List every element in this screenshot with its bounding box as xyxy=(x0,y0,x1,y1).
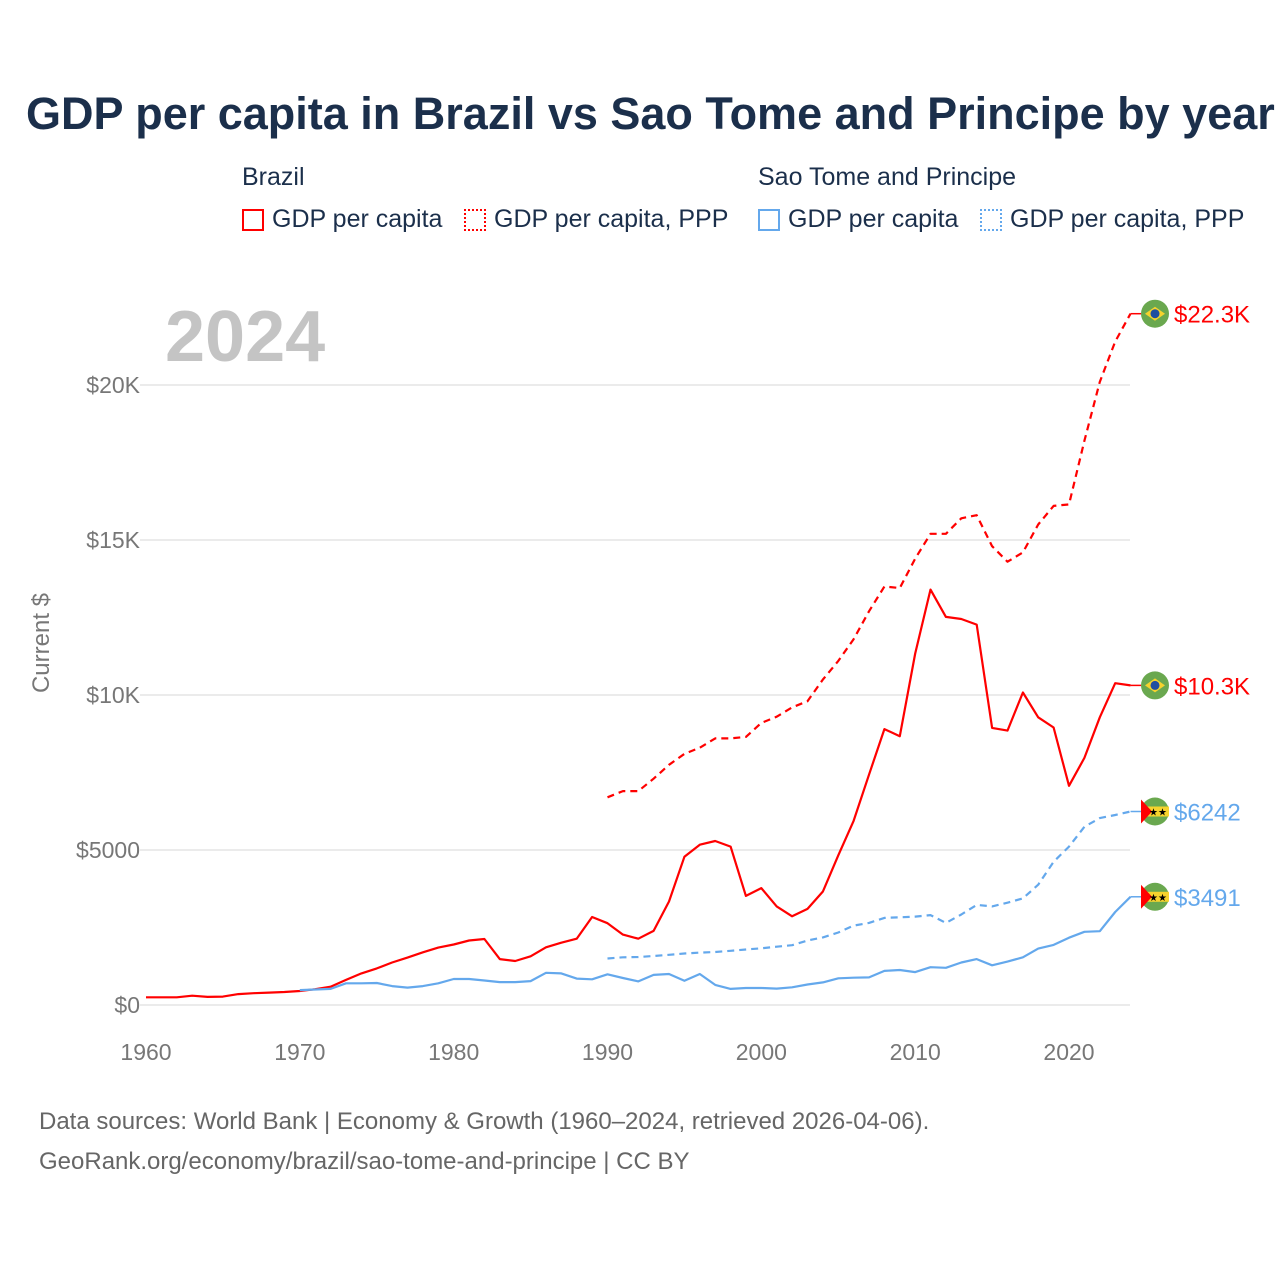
year-watermark: 2024 xyxy=(165,297,326,377)
legend-swatch-dotted-blue xyxy=(980,208,1002,231)
x-tick-label: 2010 xyxy=(890,1039,941,1065)
legend-label: GDP per capita, PPP xyxy=(1010,205,1245,233)
y-tick-label: $5000 xyxy=(76,837,140,863)
legend-stp-gdp[interactable]: GDP per capita xyxy=(758,205,958,234)
x-tick-label: 1990 xyxy=(582,1039,633,1065)
x-tick-label: 2000 xyxy=(736,1039,787,1065)
stp-flag-band xyxy=(1141,806,1169,817)
stp-flag-stars: ★★ xyxy=(1149,893,1167,904)
x-tick-label: 1970 xyxy=(274,1039,325,1065)
x-tick-label: 1960 xyxy=(120,1039,171,1065)
source-line-2: GeoRank.org/economy/brazil/sao-tome-and-… xyxy=(39,1148,690,1175)
chart-title: GDP per capita in Brazil vs Sao Tome and… xyxy=(26,88,1275,139)
legend-label: GDP per capita xyxy=(272,205,443,233)
y-tick-label: $20K xyxy=(86,372,140,398)
stp-flag-triangle xyxy=(1141,799,1152,824)
y-tick-label: $10K xyxy=(86,682,140,708)
legend-label: GDP per capita, PPP xyxy=(494,205,729,233)
brazil-flag-globe xyxy=(1150,680,1160,690)
x-tick-label: 2020 xyxy=(1043,1039,1094,1065)
stp-flag-triangle xyxy=(1141,884,1152,909)
legend-brazil-ppp[interactable]: GDP per capita, PPP xyxy=(464,205,728,234)
legend-group-stp: Sao Tome and Principe xyxy=(758,163,1017,191)
legend-swatch-dotted-red xyxy=(464,208,486,231)
end-value-label: $22.3K xyxy=(1174,302,1250,329)
y-tick-label: $0 xyxy=(114,992,140,1018)
legend-label: GDP per capita xyxy=(788,205,959,233)
legend-stp-ppp[interactable]: GDP per capita, PPP xyxy=(980,205,1244,234)
legend-swatch-solid-blue xyxy=(758,208,780,231)
source-line-1: Data sources: World Bank | Economy & Gro… xyxy=(39,1108,930,1135)
series-line-brazil-ppp xyxy=(607,313,1132,799)
x-tick-label: 1980 xyxy=(428,1039,479,1065)
stp-flag-stars: ★★ xyxy=(1149,807,1167,818)
series-line-stp-ppp xyxy=(607,810,1131,960)
legend-swatch-solid-red xyxy=(242,208,264,231)
end-value-label: $3491 xyxy=(1174,885,1241,912)
legend-brazil-gdp[interactable]: GDP per capita xyxy=(242,205,442,234)
stp-flag-band xyxy=(1141,891,1169,902)
end-value-label: $10.3K xyxy=(1174,673,1250,700)
end-value-label: $6242 xyxy=(1174,799,1241,826)
series-line-stp-gdp xyxy=(299,896,1132,992)
y-tick-label: $15K xyxy=(86,527,140,553)
brazil-flag-globe xyxy=(1150,309,1160,319)
legend-group-brazil: Brazil xyxy=(242,163,305,191)
series-line-brazil-gdp xyxy=(146,588,1131,999)
